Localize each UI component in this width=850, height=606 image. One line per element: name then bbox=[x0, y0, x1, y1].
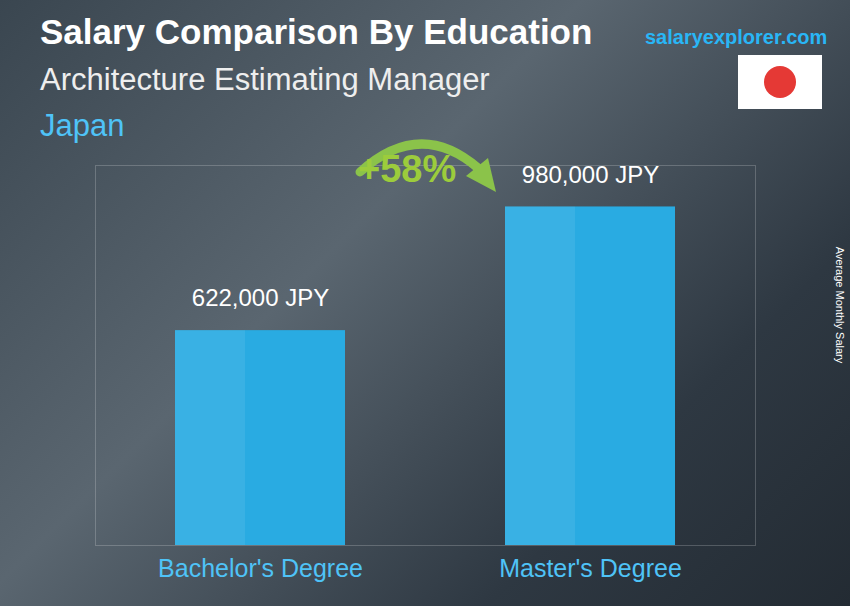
html-text:Salary Comparison By Education: Salary Comparison By Education bbox=[40, 12, 593, 51]
html-text:salaryexplorer.com: salaryexplorer.com bbox=[645, 26, 828, 48]
html-text:+58%: +58% bbox=[358, 148, 457, 190]
svg-text:980,000 JPY: 980,000 JPY bbox=[522, 161, 659, 188]
svg-text:Bachelor's Degree: Bachelor's Degree bbox=[158, 554, 363, 582]
html-text:Architecture Estimating Manage: Architecture Estimating Manager bbox=[40, 62, 490, 97]
svg-text:622,000 JPY: 622,000 JPY bbox=[192, 284, 329, 311]
svg-text:Master's Degree: Master's Degree bbox=[499, 554, 682, 582]
html-text:Japan: Japan bbox=[40, 108, 125, 143]
html-text:Average Monthly Salary: Average Monthly Salary bbox=[834, 246, 846, 364]
